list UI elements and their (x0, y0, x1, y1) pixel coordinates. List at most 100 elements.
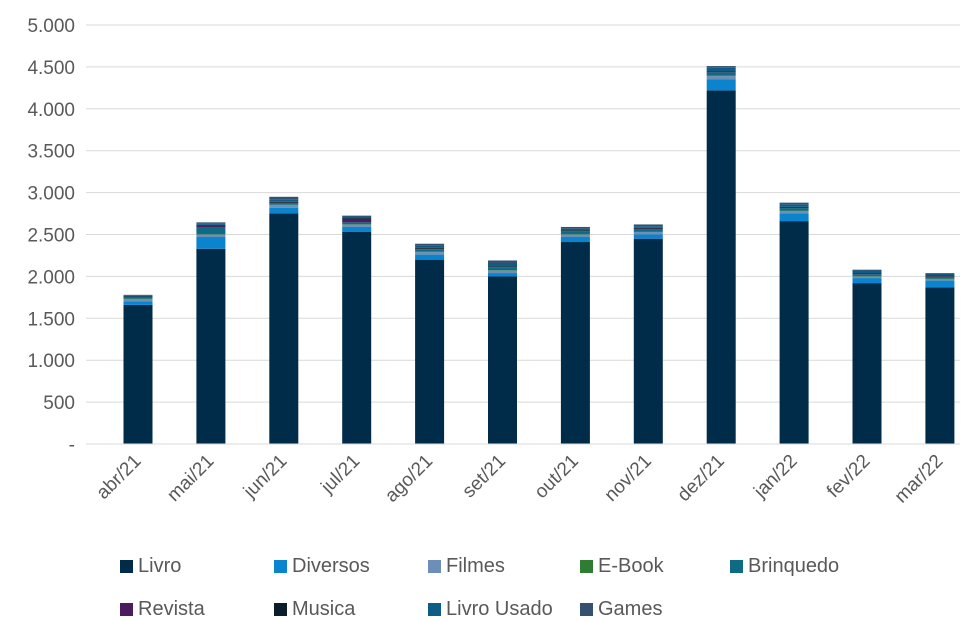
bar-segment (779, 202, 809, 205)
legend-label: Games (598, 598, 663, 620)
y-tick-label: 1.500 (27, 309, 75, 330)
y-tick-label: 5.000 (27, 16, 75, 37)
bar-segment (488, 262, 517, 267)
bar-segment (633, 238, 663, 444)
bar-segment (706, 76, 736, 80)
bar-segment (779, 211, 809, 214)
bar-segment (779, 208, 809, 211)
bars (123, 66, 955, 444)
x-tick-label: abr/21 (93, 451, 146, 504)
bar-segment (633, 229, 663, 232)
bar-segment (415, 245, 445, 248)
bar-segment (269, 207, 299, 214)
legend-swatch (428, 560, 441, 573)
bar-segment (415, 247, 445, 249)
y-tick-label: 4.500 (27, 58, 75, 79)
x-axis-ticks: abr/21 mai/21 jun/21 jul/21 ago/21 set/21 out/… (93, 451, 948, 508)
legend-item: Musica (274, 598, 355, 621)
bar-segment (706, 72, 736, 76)
legend-item: Filmes (428, 555, 505, 578)
legend-swatch (274, 603, 287, 616)
y-tick-label: 1.000 (27, 351, 75, 372)
bar-segment (269, 196, 299, 200)
bar-segment (779, 204, 809, 207)
legend-label: Revista (138, 598, 205, 620)
x-tick-label: set/21 (459, 451, 510, 502)
bar-segment (852, 270, 882, 274)
x-tick-label: jan/22 (749, 451, 801, 503)
legend-swatch (580, 560, 593, 573)
bar-segment (123, 296, 153, 299)
bar-segment (925, 280, 955, 288)
bar-segment (488, 273, 517, 277)
bar-segment (415, 249, 445, 252)
bar-segment (415, 243, 445, 246)
legend-swatch (274, 560, 287, 573)
legend-label: Filmes (446, 555, 505, 577)
legend-swatch (428, 603, 441, 616)
bar-segment (196, 234, 226, 238)
bar-segment (269, 205, 299, 208)
bar-segment (269, 213, 299, 444)
y-tick-label: - (69, 435, 75, 456)
bar-segment (488, 266, 517, 268)
bar-segment (852, 283, 882, 444)
bar-segment (633, 224, 663, 227)
bar-segment (852, 274, 882, 276)
bar-segment (342, 231, 372, 444)
bar-segment (415, 254, 445, 260)
bar-segment (123, 301, 153, 305)
bar-segment (852, 278, 882, 284)
bar-segment (560, 231, 590, 235)
bar-segment (342, 222, 372, 225)
bar-segment (342, 218, 372, 219)
bar-segment (779, 221, 809, 444)
bar-segment (196, 223, 226, 225)
bar-segment (852, 276, 882, 279)
bar-segment (415, 259, 445, 444)
y-tick-label: 500 (43, 393, 75, 414)
legend-label: Diversos (292, 555, 370, 577)
bar-segment (196, 227, 226, 235)
bar-segment (925, 273, 955, 276)
bar-segment (925, 276, 955, 279)
legend-item: Brinquedo (730, 555, 839, 578)
y-tick-label: 2.000 (27, 267, 75, 288)
x-tick-label: nov/21 (601, 451, 656, 506)
x-tick-label: jun/21 (239, 451, 291, 503)
legend-item: E-Book (580, 555, 664, 578)
bar-segment (342, 226, 372, 232)
y-tick-label: 3.500 (27, 142, 75, 163)
bar-segment (852, 269, 882, 271)
bar-segment (123, 294, 153, 296)
legend-label: Brinquedo (748, 555, 840, 577)
legend-swatch (580, 603, 593, 616)
bar-segment (488, 260, 517, 263)
bar-segment (633, 227, 663, 229)
legend-item: Livro (120, 555, 181, 578)
bar-segment (342, 224, 372, 227)
bar-segment (269, 203, 299, 205)
bar-segment (779, 206, 809, 208)
bar-segment (560, 234, 590, 238)
x-tick-label: mai/21 (163, 451, 218, 506)
bar-segment (560, 226, 590, 229)
legend-item: Revista (120, 598, 205, 621)
x-tick-label: mar/22 (891, 451, 948, 508)
bar-segment (196, 224, 226, 226)
bar-segment (633, 231, 663, 235)
x-tick-label: fev/22 (823, 451, 874, 502)
y-axis-ticks: - 500 1.000 1.500 2.000 2.500 3.000 3.500 4.000 4… (27, 16, 75, 456)
legend-item: Diversos (274, 555, 370, 578)
legend-swatch (120, 560, 133, 573)
bar-segment (196, 225, 226, 228)
bar-segment (560, 230, 590, 232)
x-tick-label: ago/21 (381, 451, 437, 507)
bar-segment (196, 248, 226, 444)
bar-segment (852, 273, 882, 274)
legend-label: Musica (292, 598, 356, 620)
bar-segment (488, 270, 517, 274)
bar-segment (123, 299, 153, 302)
bar-segment (706, 67, 736, 72)
